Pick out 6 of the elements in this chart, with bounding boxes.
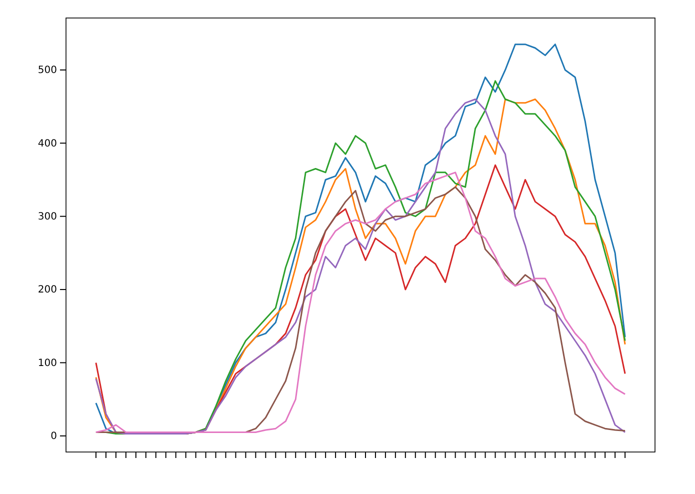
y-tick-label: 100 [38,358,57,369]
y-tick-label: 300 [38,212,57,223]
y-tick-label: 0 [50,431,57,442]
y-tick-label: 200 [38,284,57,296]
y-tick-label: 500 [38,65,57,76]
y-tick-label: 400 [38,138,57,150]
